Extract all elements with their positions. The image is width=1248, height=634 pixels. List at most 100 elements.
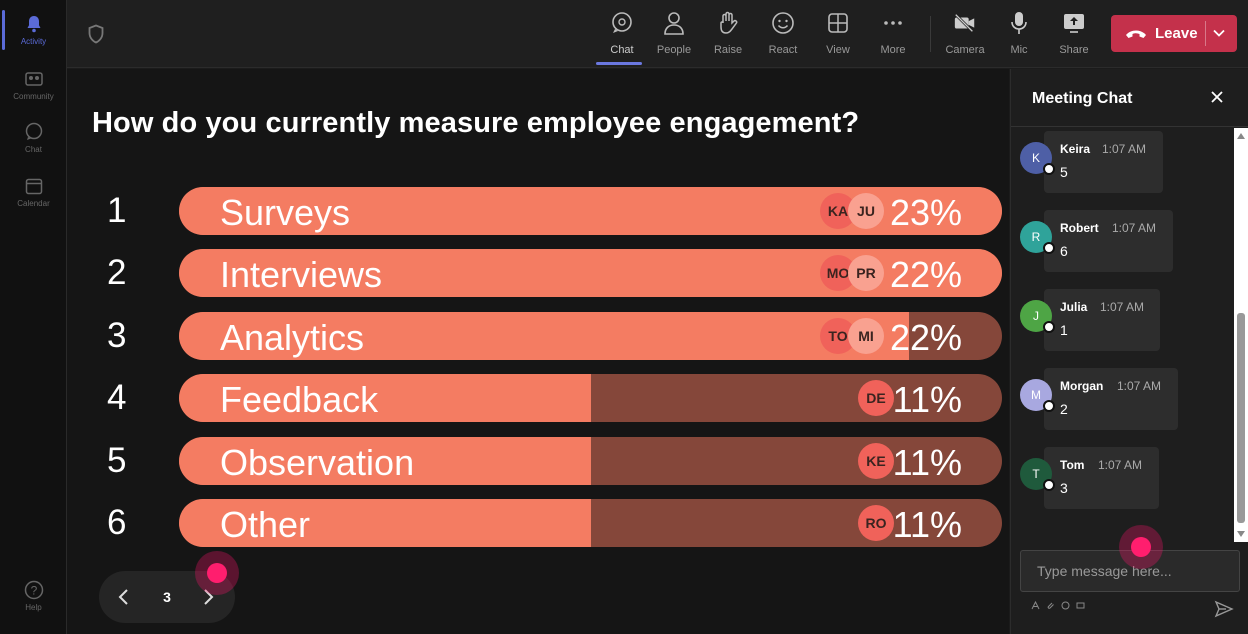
message-text: 2: [1060, 401, 1068, 417]
presence-status-icon: [1043, 321, 1055, 333]
poll-option-row: 2 Interviews MO PR 22%: [67, 249, 1009, 297]
chat-message: Keira 1:07 AM 5 K: [1011, 128, 1235, 193]
result-bar: Observation KE 11%: [179, 437, 1002, 485]
send-icon[interactable]: [1214, 600, 1234, 623]
rail-label: Calendar: [17, 199, 50, 208]
message-bubble: Tom 1:07 AM 3: [1044, 447, 1159, 509]
page-number: 3: [163, 589, 171, 605]
message-text: 5: [1060, 164, 1068, 180]
chevron-down-icon[interactable]: [1212, 26, 1226, 45]
format-icon[interactable]: [1031, 600, 1040, 612]
shield-icon[interactable]: [87, 24, 105, 49]
result-bar-fill: [179, 437, 591, 485]
option-percentage: 11%: [892, 504, 962, 545]
poll-option-row: 4 Feedback DE 11%: [67, 374, 1009, 422]
people-icon: [662, 10, 686, 36]
result-bar-fill: [179, 312, 909, 360]
option-number: 4: [107, 378, 127, 417]
option-percentage: 11%: [892, 379, 962, 420]
chat-icon: [610, 10, 634, 36]
chevron-left-icon[interactable]: [115, 587, 133, 612]
microphone-icon: [1007, 10, 1031, 36]
raise-hand-button[interactable]: Raise: [702, 10, 754, 62]
toolbar-label: Raise: [713, 44, 743, 56]
voter-avatar: RO: [858, 505, 894, 541]
result-bar: Analytics TO MI 22%: [179, 312, 1002, 360]
view-button[interactable]: View: [812, 10, 864, 62]
meeting-chat-panel: Meeting Chat Keira 1:07 AM 5 K Robert 1:07 AM…: [1010, 69, 1248, 634]
option-label: Interviews: [220, 254, 383, 295]
rail-item-chat[interactable]: Chat: [0, 112, 67, 164]
attach-icon[interactable]: [1046, 601, 1055, 612]
toolbar-divider: [930, 16, 931, 52]
chat-message-input[interactable]: [1020, 550, 1240, 592]
message-time: 1:07 AM: [1100, 300, 1145, 314]
option-number: 3: [107, 316, 127, 355]
message-bubble: Keira 1:07 AM 5: [1044, 131, 1163, 193]
sender-name: Julia: [1060, 300, 1088, 314]
mic-button[interactable]: Mic: [993, 10, 1045, 62]
voter-avatar: DE: [858, 380, 894, 416]
chat-message: Julia 1:07 AM 1 J: [1011, 286, 1235, 351]
rail-label: Chat: [25, 145, 42, 154]
rail-item-community[interactable]: Community: [0, 59, 67, 111]
rail-item-help[interactable]: ? Help: [0, 570, 67, 622]
sender-name: Tom: [1060, 458, 1085, 472]
people-button[interactable]: People: [648, 10, 700, 62]
option-percentage: 11%: [892, 442, 962, 483]
option-number: 2: [107, 253, 127, 292]
option-number: 6: [107, 503, 127, 542]
community-icon: [24, 69, 44, 89]
scroll-down-icon[interactable]: [1237, 531, 1245, 537]
toolbar-label: Share: [1059, 44, 1089, 56]
option-percentage: 22%: [889, 317, 962, 358]
close-icon[interactable]: [1209, 89, 1225, 110]
chat-header: Meeting Chat: [1011, 69, 1248, 127]
rail-item-activity[interactable]: Activity: [0, 4, 67, 56]
chat-scrollbar[interactable]: [1234, 128, 1248, 542]
sender-name: Robert: [1060, 221, 1099, 235]
more-dots-icon: [881, 10, 905, 36]
poll-stage: How do you currently measure employee en…: [67, 69, 1009, 634]
toolbar-label: View: [826, 44, 850, 56]
toolbar-label: More: [880, 44, 906, 56]
poll-option-row: 6 Other RO 11%: [67, 499, 1009, 547]
toolbar-label: Chat: [610, 44, 634, 56]
option-percentage: 22%: [889, 254, 962, 295]
leave-button[interactable]: Leave: [1111, 15, 1237, 52]
more-button[interactable]: More: [867, 10, 919, 62]
share-button[interactable]: Share: [1048, 10, 1100, 62]
voter-avatar: KE: [858, 443, 894, 479]
message-text: 1: [1060, 322, 1068, 338]
option-label: Analytics: [220, 317, 365, 358]
chat-title: Meeting Chat: [1032, 90, 1133, 107]
option-number: 5: [107, 441, 127, 480]
share-screen-icon: [1062, 10, 1086, 36]
chat-messages[interactable]: Keira 1:07 AM 5 K Robert 1:07 AM 6 R Julia 1:07 A…: [1011, 128, 1235, 542]
emoji-icon[interactable]: [1061, 601, 1070, 612]
avatar[interactable]: J: [1020, 300, 1052, 332]
toolbar-label: React: [768, 44, 798, 56]
rail-item-calendar[interactable]: Calendar: [0, 166, 67, 218]
compose-tools: [1031, 600, 1085, 612]
smiley-icon: [771, 10, 795, 36]
help-icon: ?: [24, 580, 44, 600]
click-indicator: [1119, 525, 1163, 569]
message-time: 1:07 AM: [1098, 458, 1143, 472]
gif-icon[interactable]: [1076, 601, 1085, 612]
chevron-right-icon[interactable]: [199, 587, 217, 612]
presence-status-icon: [1043, 242, 1055, 254]
react-button[interactable]: React: [757, 10, 809, 62]
option-percentage: 23%: [889, 192, 962, 233]
camera-off-icon: [953, 10, 977, 36]
chat-button[interactable]: Chat: [596, 10, 648, 65]
poll-question: How do you currently measure employee en…: [92, 107, 860, 139]
scroll-thumb[interactable]: [1237, 313, 1245, 523]
scroll-up-icon[interactable]: [1237, 133, 1245, 139]
toolbar-label: Mic: [1010, 44, 1028, 56]
camera-button[interactable]: Camera: [939, 10, 991, 62]
poll-option-row: 5 Observation KE 11%: [67, 437, 1009, 485]
grid-icon: [826, 10, 850, 36]
rail-label: Activity: [20, 37, 47, 46]
result-bar-fill: [179, 374, 591, 422]
